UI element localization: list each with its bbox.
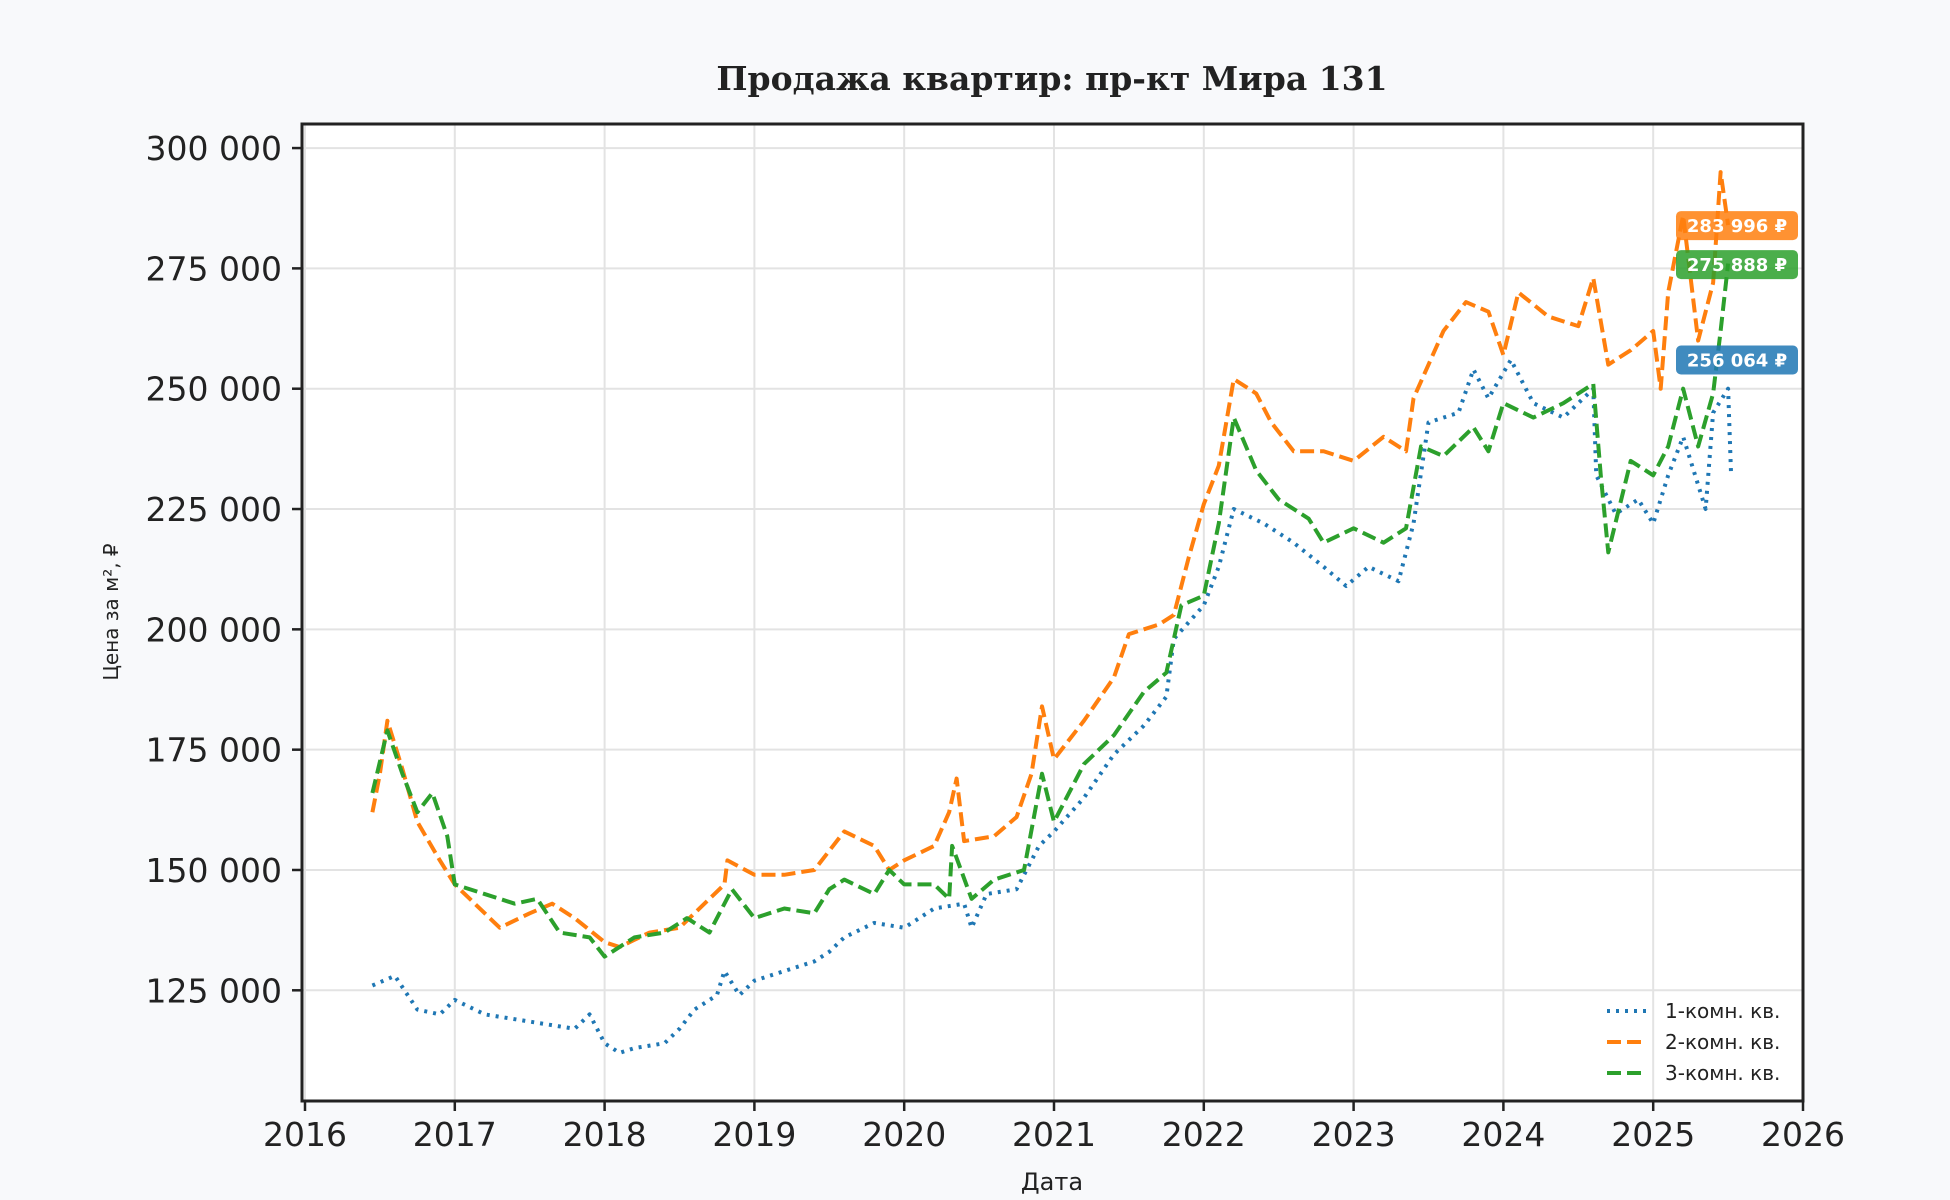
y-tick-label: 225 000 bbox=[146, 490, 282, 529]
last-value-badge bbox=[1676, 250, 1798, 280]
legend-label: 2-комн. кв. bbox=[1665, 1030, 1780, 1054]
x-tick-label: 2022 bbox=[1162, 1115, 1246, 1154]
x-tick-label: 2016 bbox=[263, 1115, 347, 1154]
x-tick-label: 2018 bbox=[563, 1115, 647, 1154]
last-value-label: 283 996 ₽ bbox=[1687, 216, 1787, 237]
x-tick-label: 2023 bbox=[1312, 1115, 1396, 1154]
y-tick-label: 200 000 bbox=[146, 610, 282, 649]
y-tick-label: 150 000 bbox=[146, 851, 282, 890]
last-value-label: 275 888 ₽ bbox=[1687, 255, 1787, 276]
axis-ticks: 2016 2017 2018 2019 2020 2021 2022 2023 2024 2025… bbox=[146, 129, 1845, 1154]
x-tick-label: 2017 bbox=[413, 1115, 497, 1154]
x-axis-label: Дата bbox=[1021, 1168, 1083, 1196]
last-value-label: 256 064 ₽ bbox=[1687, 351, 1787, 372]
y-tick-label: 275 000 bbox=[146, 249, 282, 288]
x-tick-label: 2019 bbox=[712, 1115, 796, 1154]
x-tick-label: 2021 bbox=[1012, 1115, 1096, 1154]
y-tick-label: 250 000 bbox=[146, 370, 282, 409]
x-tick-label: 2025 bbox=[1611, 1115, 1695, 1154]
series-lines bbox=[370, 170, 1734, 1055]
y-tick-label: 125 000 bbox=[146, 971, 282, 1010]
series-line-2 bbox=[370, 170, 1731, 949]
legend: 1-комн. кв. 2-комн. кв. 3-комн. кв. bbox=[1607, 999, 1780, 1085]
plot-frame bbox=[300, 122, 1805, 1103]
series-line-3 bbox=[370, 263, 1731, 959]
last-value-badge bbox=[1676, 345, 1798, 375]
legend-label: 1-комн. кв. bbox=[1665, 999, 1780, 1023]
x-tick-label: 2020 bbox=[862, 1115, 946, 1154]
x-tick-label: 2024 bbox=[1461, 1115, 1545, 1154]
y-tick-label: 300 000 bbox=[146, 129, 282, 168]
last-value-labels: 256 064 ₽ 283 996 ₽ 275 888 ₽ bbox=[1676, 211, 1798, 375]
y-tick-label: 175 000 bbox=[146, 731, 282, 770]
chart-title: Продажа квартир: пр-кт Мира 131 bbox=[716, 59, 1387, 98]
legend-label: 3-комн. кв. bbox=[1665, 1061, 1780, 1085]
y-axis-label: Цена за м², ₽ bbox=[99, 543, 123, 681]
x-tick-label: 2026 bbox=[1761, 1115, 1845, 1154]
plot-area bbox=[302, 124, 1803, 1101]
last-value-badge bbox=[1676, 211, 1798, 241]
